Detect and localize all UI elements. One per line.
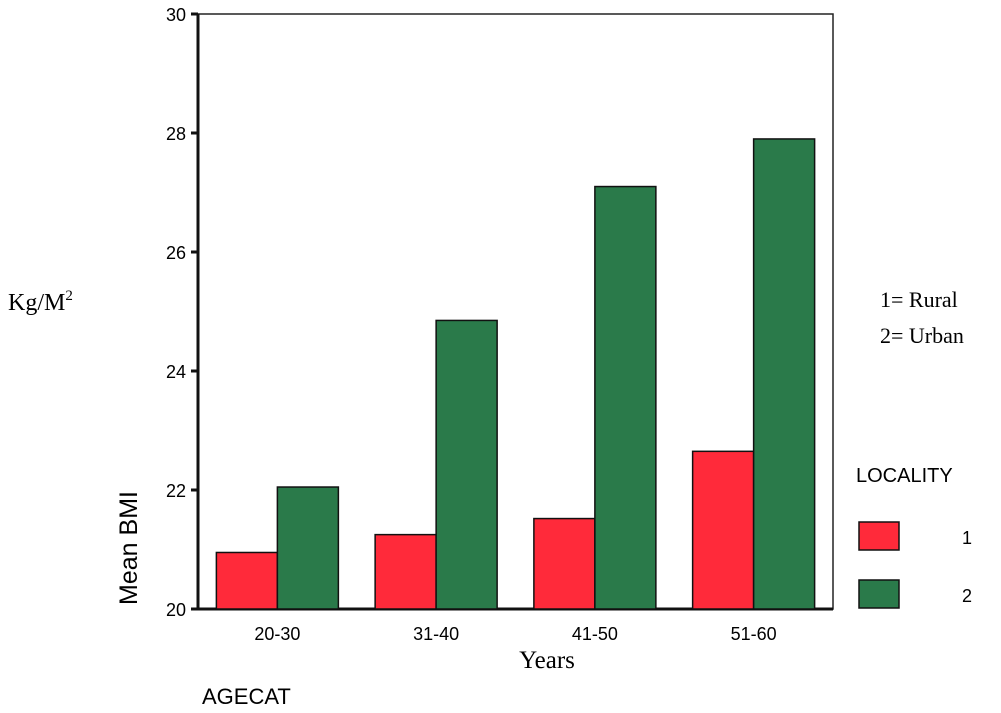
legend: 12 [858,521,972,609]
legend-swatch-2 [858,579,900,609]
legend-label-2: 2 [962,586,972,606]
unit-base: Kg/M [8,290,65,316]
y-tick-label: 26 [166,243,186,263]
y-tick-label: 24 [166,362,186,382]
bar-series-2-51-60 [752,138,816,610]
unit-superscript: 2 [65,288,73,304]
y-axis-label: Mean BMI [115,491,143,605]
legend-swatch-1 [858,521,900,551]
bar-series-1-41-50 [533,517,596,610]
x-axis-label: AGECAT [202,684,291,709]
key-urban: 2= Urban [880,323,964,348]
legend-label-1: 1 [962,528,972,548]
y-tick-label: 30 [166,5,186,25]
key-rural: 1= Rural [880,287,958,312]
x-tick-label: 51-60 [731,624,777,644]
y-tick-label: 20 [166,600,186,620]
x-tick-labels: 20-30 31-40 41-50 51-60 [254,624,776,644]
x-tick-label: 31-40 [413,624,459,644]
bar-series-2-20-30 [276,486,340,610]
x-tick-label: 20-30 [254,624,300,644]
bar-series-2-41-50 [594,185,657,610]
unit-annotation: Kg/M2 [8,288,73,316]
legend-title: LOCALITY [856,465,953,487]
y-tick-label: 28 [166,124,186,144]
x-tick-label: 41-50 [572,624,618,644]
bars [215,138,816,610]
bar-series-1-31-40 [374,533,437,610]
bar-series-1-20-30 [215,551,279,610]
y-ticks: 20 22 24 26 28 30 [166,5,198,620]
years-annotation: Years [519,647,575,674]
bar-series-2-31-40 [435,319,498,610]
y-tick-label: 22 [166,481,186,501]
bar-series-1-51-60 [691,450,755,610]
